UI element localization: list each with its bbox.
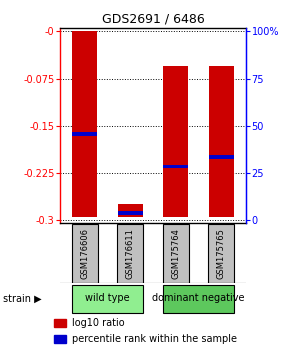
Text: GSM175765: GSM175765	[217, 228, 226, 279]
Bar	[117, 224, 143, 282]
Bar	[163, 285, 234, 314]
Bar	[118, 204, 143, 217]
Text: GSM176606: GSM176606	[80, 228, 89, 279]
Text: GSM175764: GSM175764	[171, 228, 180, 279]
Title: GDS2691 / 6486: GDS2691 / 6486	[102, 13, 204, 26]
Bar	[208, 66, 233, 217]
Text: dominant negative: dominant negative	[152, 293, 244, 303]
Text: GSM176611: GSM176611	[126, 228, 135, 279]
Text: log10 ratio: log10 ratio	[72, 318, 124, 328]
Bar	[208, 155, 233, 159]
Text: wild type: wild type	[85, 293, 130, 303]
Bar	[163, 66, 188, 217]
Bar	[72, 285, 143, 314]
Bar	[54, 319, 66, 327]
Bar	[163, 224, 189, 282]
Text: percentile rank within the sample: percentile rank within the sample	[72, 334, 237, 344]
Bar	[54, 335, 66, 343]
Bar	[208, 224, 234, 282]
Bar	[73, 32, 98, 217]
Bar	[72, 224, 98, 282]
Bar	[73, 132, 98, 136]
Bar	[118, 211, 143, 215]
Bar	[163, 165, 188, 169]
Text: strain ▶: strain ▶	[3, 293, 42, 303]
